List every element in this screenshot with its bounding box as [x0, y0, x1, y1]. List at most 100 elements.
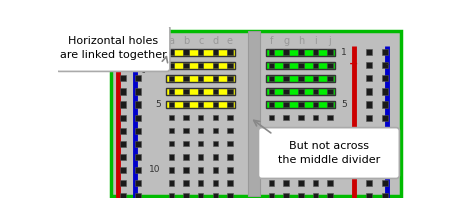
- Bar: [213, 89, 218, 94]
- Bar: [366, 49, 373, 55]
- Bar: [313, 141, 318, 147]
- Bar: [169, 63, 174, 68]
- Bar: [298, 154, 304, 160]
- Bar: [269, 50, 274, 55]
- Bar: [313, 128, 318, 133]
- Bar: [227, 63, 233, 68]
- Bar: [327, 180, 333, 186]
- Bar: [227, 154, 233, 160]
- Bar: [298, 167, 304, 173]
- Bar: [198, 167, 203, 173]
- Bar: [327, 102, 333, 107]
- Bar: [135, 193, 142, 199]
- Bar: [382, 180, 388, 186]
- Bar: [135, 75, 142, 81]
- Bar: [269, 115, 274, 120]
- Bar: [313, 115, 318, 120]
- Bar: [169, 128, 174, 133]
- Bar: [266, 49, 336, 56]
- Bar: [111, 31, 401, 196]
- Bar: [366, 115, 373, 121]
- Bar: [298, 76, 304, 81]
- Bar: [298, 50, 304, 55]
- Bar: [213, 102, 218, 107]
- Bar: [313, 102, 318, 107]
- Text: c: c: [198, 36, 203, 46]
- Bar: [120, 101, 126, 108]
- Bar: [213, 76, 218, 81]
- Bar: [313, 180, 318, 186]
- FancyBboxPatch shape: [56, 25, 170, 71]
- Bar: [169, 115, 174, 120]
- Text: e: e: [227, 36, 233, 46]
- Bar: [266, 101, 336, 108]
- Bar: [366, 101, 373, 108]
- Text: 1: 1: [155, 48, 161, 57]
- Bar: [135, 101, 142, 108]
- Bar: [284, 89, 289, 94]
- Bar: [366, 167, 373, 173]
- Bar: [184, 115, 189, 120]
- Bar: [298, 102, 304, 107]
- Bar: [327, 76, 333, 81]
- Bar: [382, 88, 388, 95]
- Bar: [120, 49, 126, 55]
- Text: d: d: [212, 36, 218, 46]
- Bar: [213, 180, 218, 186]
- Bar: [298, 141, 304, 147]
- Bar: [284, 128, 289, 133]
- Text: But not across
the middle divider: But not across the middle divider: [278, 141, 380, 165]
- Bar: [269, 154, 274, 160]
- Bar: [169, 89, 174, 94]
- Bar: [327, 89, 333, 94]
- Bar: [213, 115, 218, 120]
- Bar: [227, 141, 233, 147]
- Bar: [327, 194, 333, 199]
- Bar: [382, 101, 388, 108]
- Text: j: j: [329, 36, 331, 46]
- Bar: [120, 115, 126, 121]
- Bar: [120, 88, 126, 95]
- Bar: [184, 50, 189, 55]
- Bar: [198, 76, 203, 81]
- Bar: [227, 89, 233, 94]
- Bar: [184, 63, 189, 68]
- Bar: [120, 154, 126, 160]
- Bar: [382, 167, 388, 173]
- Bar: [313, 154, 318, 160]
- Bar: [298, 194, 304, 199]
- Text: b: b: [183, 36, 189, 46]
- Bar: [227, 102, 233, 107]
- Bar: [284, 102, 289, 107]
- Bar: [120, 167, 126, 173]
- Text: f: f: [270, 36, 273, 46]
- Bar: [298, 180, 304, 186]
- Bar: [135, 88, 142, 95]
- Bar: [166, 101, 235, 108]
- Bar: [198, 180, 203, 186]
- Bar: [284, 180, 289, 186]
- Bar: [135, 180, 142, 186]
- Bar: [327, 115, 333, 120]
- Bar: [184, 167, 189, 173]
- Bar: [227, 180, 233, 186]
- Bar: [366, 154, 373, 160]
- Bar: [269, 63, 274, 68]
- Bar: [135, 115, 142, 121]
- Bar: [120, 75, 126, 81]
- Bar: [313, 50, 318, 55]
- Bar: [213, 50, 218, 55]
- Bar: [184, 154, 189, 160]
- Bar: [382, 193, 388, 199]
- Bar: [284, 63, 289, 68]
- Bar: [213, 141, 218, 147]
- Bar: [284, 141, 289, 147]
- Bar: [198, 154, 203, 160]
- Bar: [366, 75, 373, 81]
- Bar: [327, 50, 333, 55]
- Bar: [166, 49, 235, 56]
- Bar: [266, 75, 336, 82]
- Bar: [169, 167, 174, 173]
- Bar: [184, 128, 189, 133]
- Bar: [120, 180, 126, 186]
